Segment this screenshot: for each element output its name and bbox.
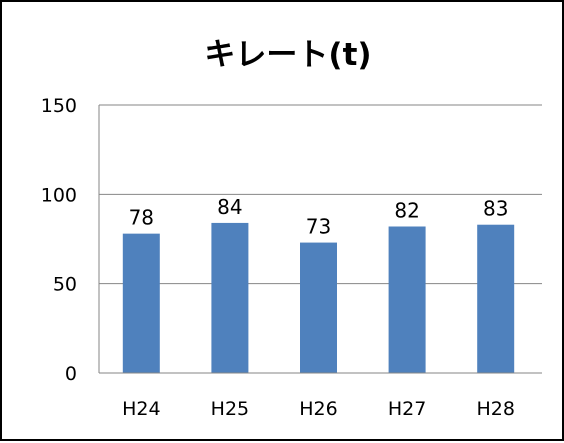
bar-H27 [388, 226, 426, 373]
bar-H26 [300, 242, 337, 373]
data-labels: 78 84 73 82 83 [129, 195, 509, 239]
data-label-H24: 78 [129, 206, 154, 230]
data-label-H25: 84 [217, 195, 242, 219]
chart-title: キレート(t) [204, 37, 371, 73]
bar-H25 [211, 222, 249, 373]
bar-H28 [477, 224, 515, 373]
bar-H24 [122, 233, 160, 373]
data-label-H27: 82 [394, 198, 419, 222]
y-axis: 0 50 100 150 [41, 95, 100, 385]
y-tick-label: 100 [41, 184, 77, 206]
y-tick-label: 50 [53, 274, 77, 296]
data-label-H28: 83 [483, 197, 508, 221]
x-tick-label-H26: H26 [299, 398, 337, 420]
x-axis: H24 H25 H26 H27 H28 [99, 372, 542, 420]
bars [122, 222, 515, 373]
x-tick-label-H28: H28 [476, 398, 514, 420]
y-tick-label: 150 [41, 95, 77, 117]
y-tick-label: 0 [65, 363, 77, 385]
x-tick-label-H24: H24 [122, 398, 160, 420]
x-tick-label-H25: H25 [211, 398, 249, 420]
data-label-H26: 73 [306, 215, 331, 239]
x-tick-label-H27: H27 [388, 398, 426, 420]
